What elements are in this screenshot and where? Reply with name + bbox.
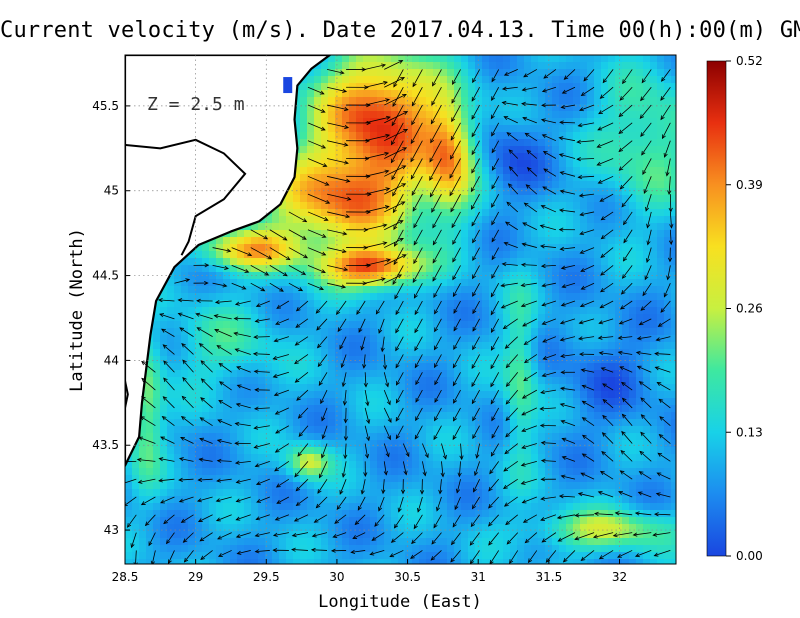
- plot-frame: [124, 54, 677, 565]
- x-axis-label: Longitude (East): [318, 592, 482, 612]
- y-axis-ticks: 43 43.5 44 44.5 45 45.5: [92, 99, 130, 537]
- map-title: Current velocity (m/s). Date 2017.04.13.…: [0, 18, 800, 43]
- land-mask: [125, 55, 331, 467]
- y-tick-label: 45.5: [92, 99, 119, 113]
- colorbar-ticks: 0.00 0.13 0.26 0.39 0.52: [726, 54, 763, 563]
- x-tick-label: 30: [329, 570, 344, 584]
- x-tick-label: 28.5: [112, 570, 139, 584]
- y-tick-label: 43: [104, 523, 119, 537]
- y-tick-label: 44: [104, 353, 119, 367]
- depth-label: Z = 2.5 m: [147, 94, 245, 115]
- y-tick-label: 45: [104, 184, 119, 198]
- x-tick-label: 29: [188, 570, 203, 584]
- colorbar-tick-label: 0.00: [736, 549, 763, 563]
- x-tick-label: 31.5: [535, 570, 562, 584]
- colorbar-tick-label: 0.39: [736, 178, 763, 192]
- x-tick-label: 30.5: [394, 570, 421, 584]
- x-tick-label: 31: [471, 570, 486, 584]
- velocity-arrows: [125, 60, 674, 564]
- colorbar-tick-label: 0.26: [736, 302, 763, 316]
- colorbar-tick-label: 0.52: [736, 54, 763, 68]
- colorbar: [706, 60, 727, 557]
- y-axis-label: Latitude (North): [67, 228, 87, 392]
- x-tick-label: 32: [612, 570, 627, 584]
- y-tick-label: 44.5: [92, 269, 119, 283]
- x-tick-label: 29.5: [253, 570, 280, 584]
- x-axis-ticks: 28.5 29 29.5 30 30.5 31 31.5 32: [112, 559, 627, 584]
- colorbar-tick-label: 0.13: [736, 425, 763, 439]
- y-tick-label: 43.5: [92, 438, 119, 452]
